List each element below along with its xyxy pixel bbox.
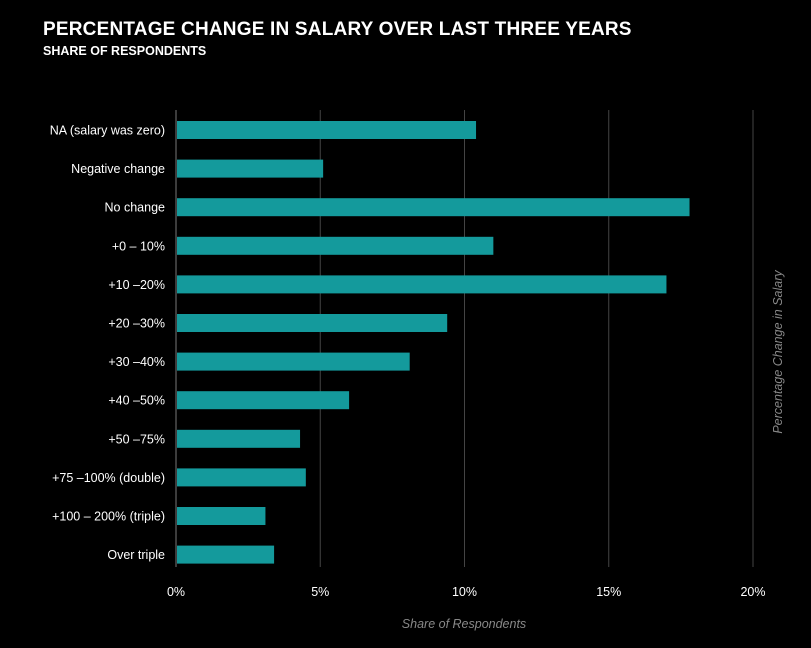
y-axis-title: Percentage Change in Salary [771, 270, 785, 434]
x-tick-label: 20% [740, 585, 765, 599]
bar [177, 429, 301, 448]
category-label: +50 –75% [108, 432, 165, 446]
chart-subtitle: SHARE OF RESPONDENTS [43, 44, 207, 58]
category-label: +30 –40% [108, 355, 165, 369]
bar [177, 314, 448, 332]
category-label: NA (salary was zero) [50, 124, 165, 138]
x-tick-label: 0% [167, 585, 185, 599]
bar [177, 275, 667, 294]
category-label: +0 – 10% [112, 239, 165, 253]
category-label: +20 –30% [108, 317, 165, 331]
chart-title: PERCENTAGE CHANGE IN SALARY OVER LAST TH… [43, 19, 632, 40]
category-label: Over triple [107, 548, 165, 562]
category-label: +100 – 200% (triple) [52, 510, 165, 524]
bar [177, 507, 266, 525]
bar [177, 391, 350, 410]
category-label: +75 –100% (double) [52, 471, 165, 485]
bar [177, 159, 324, 178]
x-tick-label: 5% [311, 585, 329, 599]
category-label: Negative change [71, 162, 165, 176]
bar [177, 545, 275, 564]
bar [177, 198, 690, 217]
bar [177, 121, 477, 139]
x-tick-label: 15% [596, 585, 621, 599]
bar [177, 352, 410, 371]
bar [177, 468, 306, 487]
x-tick-label: 10% [452, 585, 477, 599]
x-axis-title: Share of Respondents [402, 617, 526, 631]
category-label: No change [105, 201, 166, 215]
bar [177, 236, 494, 255]
category-label: +40 –50% [108, 394, 165, 408]
category-label: +10 –20% [108, 278, 165, 292]
